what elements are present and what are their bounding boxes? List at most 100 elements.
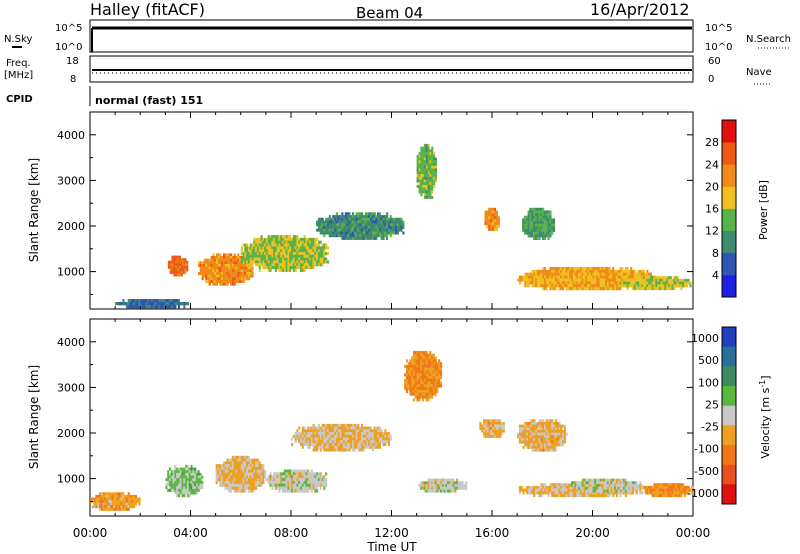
power-cell xyxy=(285,243,288,247)
velocity-cell xyxy=(535,491,538,495)
velocity-cell xyxy=(545,419,548,423)
velocity-cell xyxy=(404,373,407,377)
power-cell xyxy=(588,272,591,276)
power-cell xyxy=(684,278,687,282)
power-cell xyxy=(585,275,588,279)
velocity-cell xyxy=(122,502,125,506)
velocity-cell xyxy=(224,467,227,471)
velocity-cell xyxy=(486,435,489,438)
power-cell xyxy=(314,249,317,253)
power-cell xyxy=(287,246,290,250)
power-cell xyxy=(323,260,326,264)
velocity-cell xyxy=(364,445,367,449)
velocity-cell xyxy=(194,486,197,490)
velocity-cell xyxy=(350,437,353,441)
velocity-cell xyxy=(255,458,258,462)
power-cell xyxy=(429,165,432,169)
power-cell xyxy=(603,281,606,285)
velocity-cell xyxy=(375,440,378,444)
power-cell xyxy=(373,228,376,232)
power-cell xyxy=(578,269,581,274)
velocity-cell xyxy=(411,356,414,360)
power-cell xyxy=(203,272,206,275)
velocity-cell xyxy=(235,478,238,482)
velocity-cell xyxy=(169,486,172,490)
power-cell xyxy=(387,223,390,227)
power-cell xyxy=(596,287,599,291)
velocity-cell xyxy=(429,395,432,399)
power-cell xyxy=(271,260,274,264)
power-cell xyxy=(292,246,295,250)
power-cell xyxy=(386,223,389,227)
power-cell xyxy=(639,278,642,282)
velocity-cell xyxy=(422,376,425,380)
power-cell xyxy=(590,269,593,274)
velocity-cell xyxy=(427,387,430,391)
power-cell xyxy=(224,282,227,286)
velocity-cell xyxy=(540,419,543,423)
velocity-cell xyxy=(190,483,193,487)
power-cell xyxy=(380,231,383,235)
power-cell xyxy=(423,160,426,164)
power-cell xyxy=(246,249,249,253)
velocity-cell xyxy=(481,429,484,433)
power-cell xyxy=(296,246,299,250)
power-cell xyxy=(386,217,389,221)
velocity-cell xyxy=(418,398,421,402)
velocity-cell xyxy=(556,435,559,439)
power-cell xyxy=(305,252,308,256)
power-cell xyxy=(223,253,226,257)
power-cell xyxy=(352,236,355,240)
power-cell xyxy=(223,269,226,273)
velocity-cell xyxy=(378,432,381,436)
power-cell xyxy=(219,258,222,262)
velocity-cell xyxy=(434,370,437,374)
velocity-cell xyxy=(222,478,225,482)
velocity-cell xyxy=(431,359,434,363)
velocity-cell xyxy=(490,435,493,438)
power-cell xyxy=(262,266,265,270)
power-cell xyxy=(346,228,349,232)
velocity-cell xyxy=(542,427,545,431)
velocity-cell xyxy=(483,421,486,425)
velocity-cell xyxy=(549,427,552,431)
velocity-cell xyxy=(339,423,342,427)
velocity-cell xyxy=(167,475,170,479)
power-cell xyxy=(244,246,247,250)
power-cell xyxy=(310,237,313,241)
velocity-cell xyxy=(422,398,425,402)
power-cell xyxy=(226,253,229,257)
power-cell xyxy=(283,243,286,247)
velocity-cell xyxy=(352,434,355,438)
power-cell xyxy=(418,179,421,183)
velocity-cell xyxy=(100,500,103,503)
velocity-cell xyxy=(194,475,197,479)
velocity-cell xyxy=(425,367,428,371)
velocity-cell xyxy=(414,373,417,377)
power-cell xyxy=(402,231,405,235)
velocity-cell xyxy=(172,488,175,492)
velocity-cell xyxy=(326,445,329,449)
power-cell xyxy=(549,226,552,230)
power-cell xyxy=(425,179,428,183)
velocity-cell xyxy=(317,478,320,482)
power-cell xyxy=(255,243,258,247)
power-cell xyxy=(283,257,286,261)
power-cell xyxy=(427,143,430,147)
velocity-cell xyxy=(440,376,443,380)
power-cell xyxy=(276,246,279,250)
velocity-cell xyxy=(440,364,443,368)
velocity-cell xyxy=(551,494,554,498)
power-cell xyxy=(422,168,425,172)
power-cell xyxy=(359,212,362,216)
power-cell xyxy=(371,220,374,224)
power-cell xyxy=(177,302,180,306)
velocity-cell xyxy=(256,469,259,473)
power-cell xyxy=(207,261,210,265)
velocity-cell xyxy=(240,483,243,487)
velocity-cell xyxy=(303,434,306,438)
velocity-cell xyxy=(192,472,195,476)
velocity-cell xyxy=(431,381,434,385)
velocity-cell xyxy=(251,461,254,465)
velocity-cell xyxy=(190,464,193,468)
